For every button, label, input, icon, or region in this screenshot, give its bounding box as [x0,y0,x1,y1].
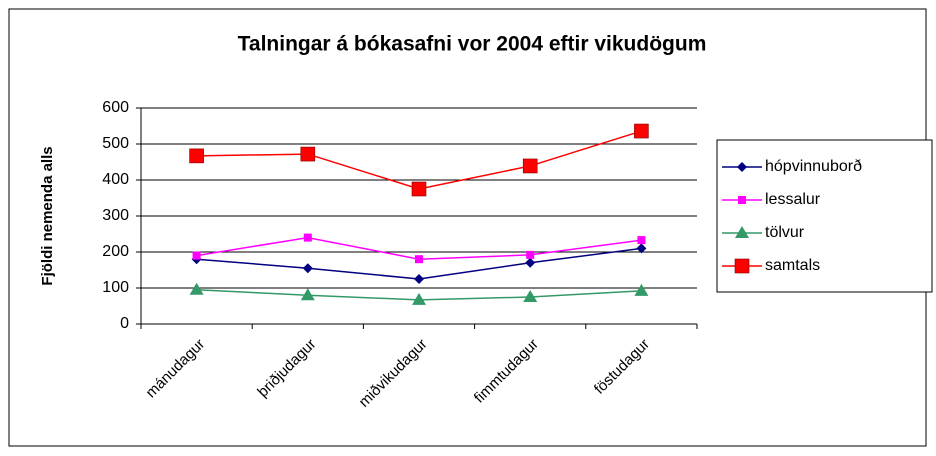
data-point [526,250,535,259]
y-tick-label: 200 [102,243,129,260]
legend-label: hópvinnuborð [765,158,862,175]
legend-label: samtals [765,257,820,274]
data-point [522,158,538,174]
data-point [411,181,427,197]
legend-marker [734,258,750,274]
y-tick-label: 400 [102,171,129,188]
data-point [192,251,201,260]
legend-marker [737,162,747,172]
y-tick-label: 500 [102,135,129,152]
data-point [525,257,536,268]
legend-marker [738,196,746,204]
legend-marker [735,226,749,238]
data-point [415,255,423,264]
data-point [634,123,649,139]
data-point [414,274,424,284]
y-axis-label: Fjöldi nemenda alls [39,146,56,285]
data-point [189,148,204,164]
data-point [412,292,426,305]
data-point [523,290,538,302]
data-point [189,282,204,295]
data-point [637,236,646,245]
data-point [636,243,647,254]
legend-label: tölvur [765,224,805,241]
data-point [303,233,312,242]
data-point [302,263,313,274]
data-point [300,146,316,162]
y-tick-label: 300 [102,207,129,224]
legend-label: lessalur [765,191,821,208]
data-point [300,288,315,301]
data-point [634,283,649,296]
y-tick-label: 600 [102,99,129,116]
y-tick-label: 0 [120,315,129,332]
chart-title: Talningar á bókasafni vor 2004 eftir vik… [238,33,707,56]
y-tick-label: 100 [102,279,129,296]
